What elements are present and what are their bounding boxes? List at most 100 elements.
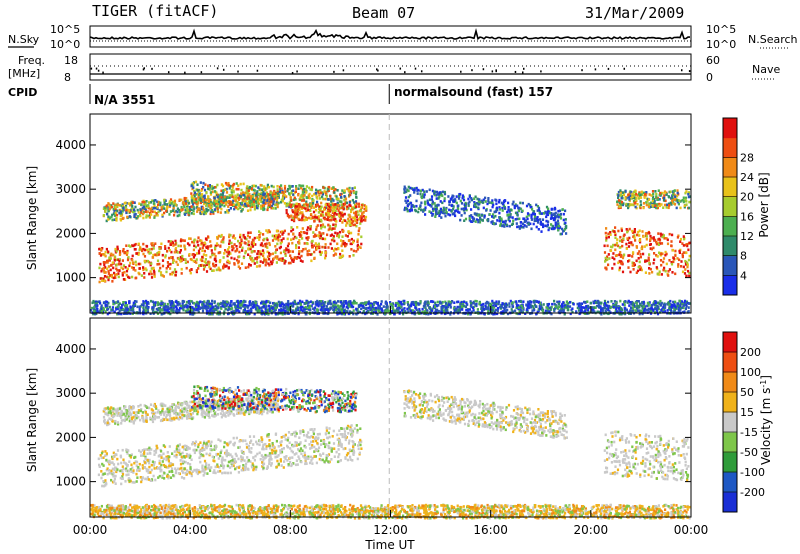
- echo-cell: [233, 243, 236, 246]
- echo-cell: [190, 205, 193, 208]
- echo-cell: [616, 238, 619, 241]
- echo-cell: [530, 216, 533, 219]
- echo-cell: [493, 210, 496, 214]
- echo-cell: [146, 248, 149, 252]
- echo-cell: [223, 263, 226, 266]
- echo-cell: [271, 260, 274, 264]
- echo-cell: [660, 191, 663, 195]
- echo-cell: [576, 306, 579, 310]
- echo-cell: [313, 193, 316, 196]
- echo-cell: [232, 302, 235, 306]
- echo-cell: [363, 204, 366, 207]
- echo-cell: [223, 310, 226, 313]
- echo-cell: [104, 206, 107, 210]
- echo-cell: [229, 207, 232, 210]
- echo-cell: [154, 242, 157, 245]
- echo-cell: [544, 309, 547, 313]
- echo-cell: [356, 221, 359, 224]
- echo-cell: [676, 194, 679, 198]
- echo-cell: [352, 249, 355, 253]
- echo-cell: [525, 204, 529, 208]
- echo-cell: [174, 305, 177, 308]
- echo-cell: [565, 224, 568, 228]
- echo-cell: [679, 301, 682, 304]
- echo-cell: [352, 189, 355, 193]
- echo-cell: [143, 201, 146, 204]
- freq-dot: [607, 67, 610, 70]
- echo-cell: [168, 205, 171, 208]
- echo-cell: [265, 258, 268, 262]
- echo-cell: [228, 246, 231, 249]
- echo-cell: [266, 199, 269, 202]
- echo-cell: [312, 202, 315, 205]
- echo-cell: [686, 244, 689, 248]
- echo-cell: [525, 225, 528, 228]
- echo-cell: [511, 202, 514, 206]
- echo-cell: [329, 203, 332, 207]
- echo-cell: [536, 310, 539, 314]
- echo-cell: [496, 312, 499, 316]
- echo-cell: [256, 252, 259, 256]
- echo-cell: [288, 184, 291, 188]
- echo-cell: [200, 193, 204, 196]
- beam-label: Beam 07: [352, 4, 415, 22]
- echo-cell: [445, 211, 448, 214]
- echo-cell: [292, 193, 295, 196]
- echo-cell: [242, 256, 245, 260]
- echo-cell: [624, 197, 627, 200]
- echo-cell: [315, 228, 318, 231]
- nave-tick-bottom: 0: [706, 71, 713, 84]
- echo-cell: [208, 204, 211, 207]
- echo-cell: [539, 212, 542, 215]
- echo-cell: [322, 232, 325, 235]
- echo-cell: [193, 244, 196, 248]
- echo-cell: [258, 238, 261, 241]
- echo-cell: [449, 306, 452, 309]
- echo-cell: [190, 199, 193, 202]
- echo-cell: [107, 265, 110, 268]
- echo-cell: [635, 196, 638, 200]
- echo-cell: [655, 266, 658, 269]
- echo-cell: [653, 258, 656, 262]
- echo-cell: [338, 214, 341, 218]
- echo-cell: [143, 248, 147, 252]
- echo-cell: [309, 225, 312, 228]
- freq-label-1: Freq.: [18, 54, 45, 67]
- echo-cell: [608, 309, 611, 313]
- echo-cell: [272, 301, 275, 305]
- echo-cell: [169, 240, 172, 243]
- echo-cell: [291, 210, 295, 214]
- echo-cell: [323, 225, 326, 229]
- echo-cell: [298, 208, 301, 212]
- freq-dot: [399, 67, 402, 70]
- echo-cell: [340, 203, 343, 207]
- echo-cell: [540, 212, 543, 215]
- echo-cell: [359, 222, 362, 225]
- echo-cell: [513, 204, 516, 208]
- echo-cell: [193, 194, 196, 198]
- echo-cell: [604, 260, 607, 263]
- echo-cell: [240, 210, 243, 213]
- echo-cell: [631, 300, 634, 304]
- echo-cell: [212, 269, 215, 272]
- echo-cell: [303, 187, 306, 191]
- echo-cell: [316, 224, 319, 227]
- echo-cell: [504, 219, 507, 223]
- echo-cell: [141, 208, 144, 212]
- echo-cell: [240, 192, 243, 195]
- echo-cell: [631, 197, 634, 200]
- echo-cell: [255, 265, 259, 268]
- echo-cell: [645, 201, 648, 204]
- echo-cell: [215, 191, 218, 195]
- echo-cell: [605, 239, 608, 242]
- echo-cell: [242, 191, 245, 194]
- echo-cell: [298, 241, 301, 245]
- echo-cell: [298, 299, 302, 303]
- echo-cell: [682, 251, 685, 254]
- cpid-label: CPID: [8, 86, 37, 99]
- echo-cell: [644, 305, 647, 308]
- echo-cell: [471, 215, 474, 219]
- echo-cell: [536, 221, 540, 224]
- echo-cell: [670, 203, 673, 206]
- echo-cell: [450, 204, 453, 208]
